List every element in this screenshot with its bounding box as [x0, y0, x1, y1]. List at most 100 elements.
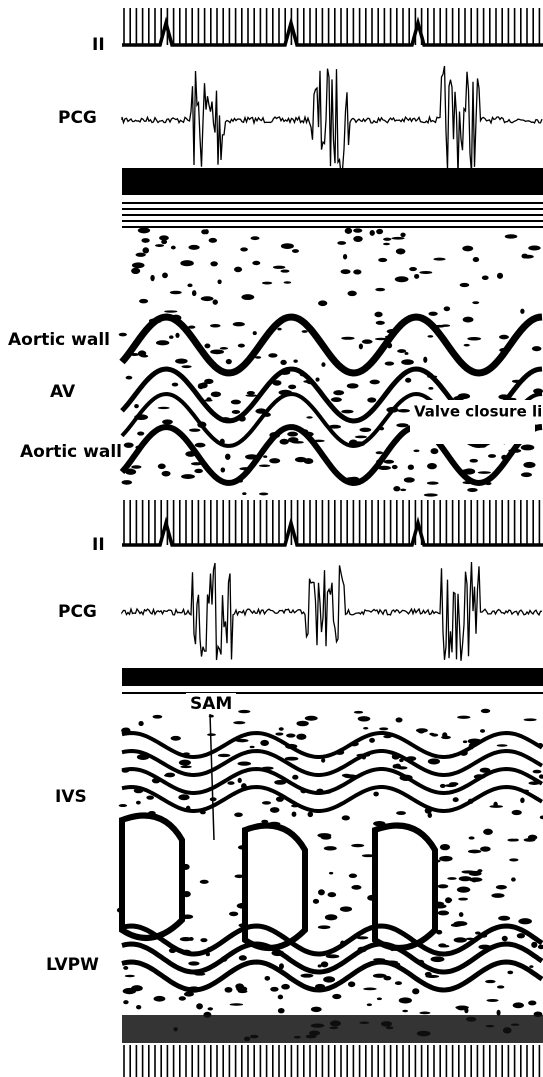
echo-speckle: [496, 744, 508, 747]
echo-speckle: [277, 994, 284, 1000]
echo-speckle: [204, 343, 211, 349]
echo-speckle: [358, 343, 364, 350]
echo-speckle: [155, 340, 170, 346]
echo-speckle: [341, 336, 355, 340]
echo-speckle: [485, 979, 496, 984]
echo-speckle: [261, 801, 272, 805]
echo-speckle: [146, 795, 154, 800]
echo-speckle: [171, 382, 179, 387]
echo-speckle: [269, 458, 281, 464]
echo-speckle: [425, 974, 440, 978]
echo-speckle: [325, 954, 340, 959]
echo-speckle: [210, 349, 225, 355]
echo-speckle: [180, 765, 192, 769]
echo-speckle: [229, 1003, 244, 1006]
echo-speckle: [159, 235, 169, 241]
echo-speckle: [283, 281, 292, 284]
aortic-wall-trace: [119, 423, 543, 487]
echo-speckle: [374, 337, 388, 341]
echo-speckle: [194, 468, 203, 474]
echo-speckle: [157, 406, 170, 410]
echo-speckle: [409, 266, 417, 272]
echo-speckle: [252, 331, 257, 336]
echo-speckle: [361, 854, 375, 858]
echo-speckle: [480, 708, 491, 714]
echo-speckle: [124, 974, 135, 978]
lv-cavity: [372, 822, 438, 951]
ecg-label: II: [92, 35, 105, 55]
echo-speckle: [118, 804, 128, 808]
echo-speckle: [423, 493, 438, 497]
echo-speckle: [407, 464, 414, 470]
echo-speckle: [188, 244, 200, 250]
echo-speckle: [127, 468, 134, 474]
annotation-pointer: [209, 713, 215, 841]
echo-speckle: [169, 290, 182, 295]
echo-speckle: [453, 937, 467, 943]
pcg-label: PCG: [58, 108, 97, 128]
echo-speckle: [496, 985, 505, 989]
ecg-label: II: [92, 535, 105, 555]
echo-speckle: [393, 486, 401, 492]
ivs-trace: [121, 766, 543, 796]
echo-speckle: [512, 1002, 525, 1009]
echo-speckle: [288, 384, 297, 390]
echo-speckle: [219, 347, 229, 350]
echo-speckle: [304, 715, 318, 721]
annotation-background: [410, 400, 535, 444]
echo-speckle: [354, 435, 368, 439]
lvpw-trace: [121, 923, 543, 957]
echo-speckle: [383, 242, 390, 246]
echo-speckle: [300, 973, 314, 978]
echo-speckle: [204, 378, 214, 384]
echo-speckle: [190, 462, 203, 466]
echo-speckle: [433, 257, 446, 261]
echo-speckle: [520, 797, 525, 804]
echo-speckle: [520, 444, 535, 451]
structure-label: IVS: [55, 787, 87, 807]
echo-speckle: [137, 350, 147, 357]
echo-speckle: [461, 870, 476, 874]
echo-speckle: [235, 983, 244, 990]
echo-speckle: [513, 838, 519, 842]
echo-speckle: [181, 474, 196, 479]
echo-speckle: [275, 732, 284, 736]
echo-speckle: [138, 720, 144, 727]
echo-speckle: [353, 235, 363, 242]
echo-speckle: [280, 243, 294, 249]
recording-band: [122, 668, 543, 686]
echo-speckle: [344, 227, 353, 234]
echo-speckle: [180, 260, 194, 267]
echo-speckle: [437, 884, 449, 889]
aortic-wall-trace: [119, 313, 543, 377]
echo-speckle: [170, 735, 181, 741]
echo-speckle: [414, 273, 420, 279]
echo-speckle: [337, 241, 347, 245]
echo-speckle: [321, 758, 326, 763]
echo-speckle: [293, 359, 298, 363]
echo-speckle: [164, 310, 178, 313]
echo-speckle: [245, 394, 258, 397]
echo-speckle: [511, 877, 516, 882]
echo-speckle: [516, 933, 525, 939]
echo-speckle: [199, 382, 208, 389]
lvpw-trace: [121, 959, 543, 993]
echo-speckle: [351, 885, 362, 890]
echo-speckle: [458, 897, 469, 901]
echo-speckle: [347, 290, 357, 297]
echo-speckle: [261, 819, 269, 824]
echo-speckle: [142, 247, 150, 254]
echo-speckle: [249, 745, 255, 749]
echo-speckle: [122, 987, 137, 995]
echo-speckle: [320, 961, 329, 968]
echo-speckle: [377, 465, 391, 471]
echo-speckle: [286, 733, 296, 738]
echo-speckle: [472, 301, 480, 305]
echo-speckle: [131, 465, 142, 469]
echo-speckle: [212, 299, 218, 305]
echo-speckle: [320, 834, 332, 840]
echo-speckle: [376, 228, 384, 235]
echo-speckle: [134, 403, 139, 409]
noise-band: [122, 1015, 543, 1043]
echo-speckle: [462, 316, 474, 323]
